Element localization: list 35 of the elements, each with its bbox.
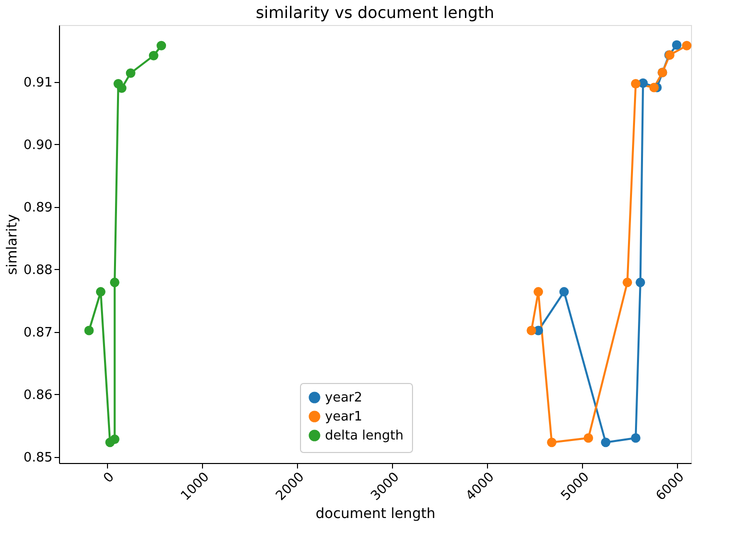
point bbox=[84, 326, 94, 336]
point bbox=[126, 68, 136, 78]
point bbox=[148, 50, 158, 60]
y-tick-label: 0.88 bbox=[24, 262, 52, 278]
point bbox=[649, 82, 659, 92]
y-tick-label: 0.85 bbox=[24, 450, 52, 466]
y-tick-label: 0.86 bbox=[24, 388, 52, 403]
x-axis-title: document length bbox=[316, 506, 436, 522]
legend-label: delta length bbox=[325, 428, 404, 444]
legend-label: year2 bbox=[325, 390, 362, 406]
point bbox=[636, 278, 646, 288]
y-tick-label: 0.91 bbox=[24, 75, 52, 90]
point bbox=[116, 83, 126, 93]
y-tick-label: 0.87 bbox=[24, 325, 52, 340]
point bbox=[584, 433, 594, 443]
point bbox=[682, 40, 692, 50]
chart-title: similarity vs document length bbox=[256, 3, 494, 22]
y-tick-label: 0.90 bbox=[24, 138, 52, 153]
point bbox=[110, 434, 120, 444]
point bbox=[546, 438, 556, 448]
point bbox=[526, 326, 536, 336]
point bbox=[96, 287, 106, 297]
legend-label: year1 bbox=[325, 410, 362, 424]
y-axis-title: simlarity bbox=[4, 214, 21, 275]
point bbox=[534, 287, 544, 297]
point bbox=[110, 278, 120, 288]
point bbox=[672, 40, 682, 50]
point bbox=[600, 438, 610, 448]
point bbox=[156, 40, 166, 50]
point bbox=[559, 287, 569, 297]
point bbox=[630, 433, 640, 443]
point bbox=[622, 278, 632, 288]
y-tick-label: 0.89 bbox=[24, 200, 52, 216]
point bbox=[630, 79, 640, 88]
x-tick-label: 0 bbox=[100, 470, 118, 486]
